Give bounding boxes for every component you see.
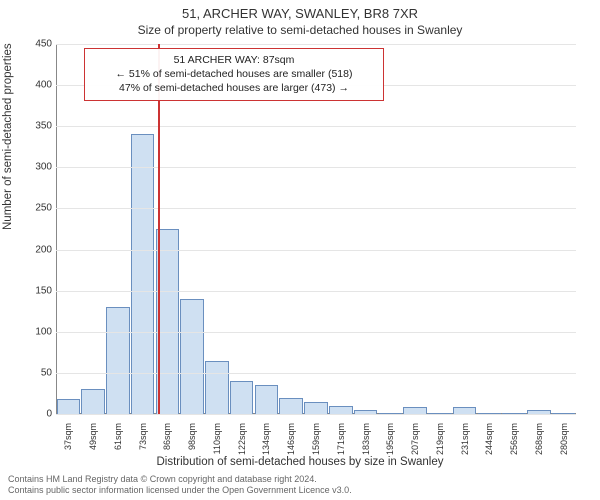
gridline <box>56 208 576 209</box>
footer-line2: Contains public sector information licen… <box>8 485 352 496</box>
gridline <box>56 126 576 127</box>
histogram-bar <box>304 402 328 414</box>
gridline <box>56 167 576 168</box>
annotation-box: 51 ARCHER WAY: 87sqm ← 51% of semi-detac… <box>84 48 384 101</box>
y-tick-label: 400 <box>24 80 52 91</box>
histogram-bar <box>106 307 130 414</box>
y-tick-label: 150 <box>24 285 52 296</box>
annotation-line1: 51 ARCHER WAY: 87sqm <box>93 53 375 67</box>
gridline <box>56 250 576 251</box>
histogram-bar <box>57 399 81 414</box>
x-axis-label: Distribution of semi-detached houses by … <box>0 456 600 468</box>
y-tick-label: 100 <box>24 326 52 337</box>
gridline <box>56 44 576 45</box>
gridline <box>56 332 576 333</box>
y-tick-label: 200 <box>24 244 52 255</box>
y-tick-label: 250 <box>24 203 52 214</box>
histogram-bar <box>329 406 353 414</box>
y-tick-label: 300 <box>24 162 52 173</box>
footer-line1: Contains HM Land Registry data © Crown c… <box>8 474 352 485</box>
histogram-bar <box>81 389 105 414</box>
histogram-bar <box>180 299 204 414</box>
annotation-line2: ← 51% of semi-detached houses are smalle… <box>93 67 375 81</box>
chart-area: 51 ARCHER WAY: 87sqm ← 51% of semi-detac… <box>56 44 576 414</box>
histogram-bar <box>205 361 229 414</box>
plot-region: 51 ARCHER WAY: 87sqm ← 51% of semi-detac… <box>56 44 576 414</box>
gridline <box>56 291 576 292</box>
page-title: 51, ARCHER WAY, SWANLEY, BR8 7XR <box>0 0 600 21</box>
histogram-bar <box>230 381 254 414</box>
footer-attribution: Contains HM Land Registry data © Crown c… <box>8 474 352 497</box>
page-subtitle: Size of property relative to semi-detach… <box>0 21 600 41</box>
y-tick-label: 0 <box>24 409 52 420</box>
gridline <box>56 373 576 374</box>
annotation-line3: 47% of semi-detached houses are larger (… <box>93 81 375 95</box>
histogram-bar <box>255 385 279 414</box>
y-axis-label: Number of semi-detached properties <box>2 43 14 230</box>
y-tick-label: 450 <box>24 39 52 50</box>
histogram-bar <box>279 398 303 414</box>
y-tick-label: 50 <box>24 367 52 378</box>
gridline <box>56 414 576 415</box>
y-tick-label: 350 <box>24 121 52 132</box>
